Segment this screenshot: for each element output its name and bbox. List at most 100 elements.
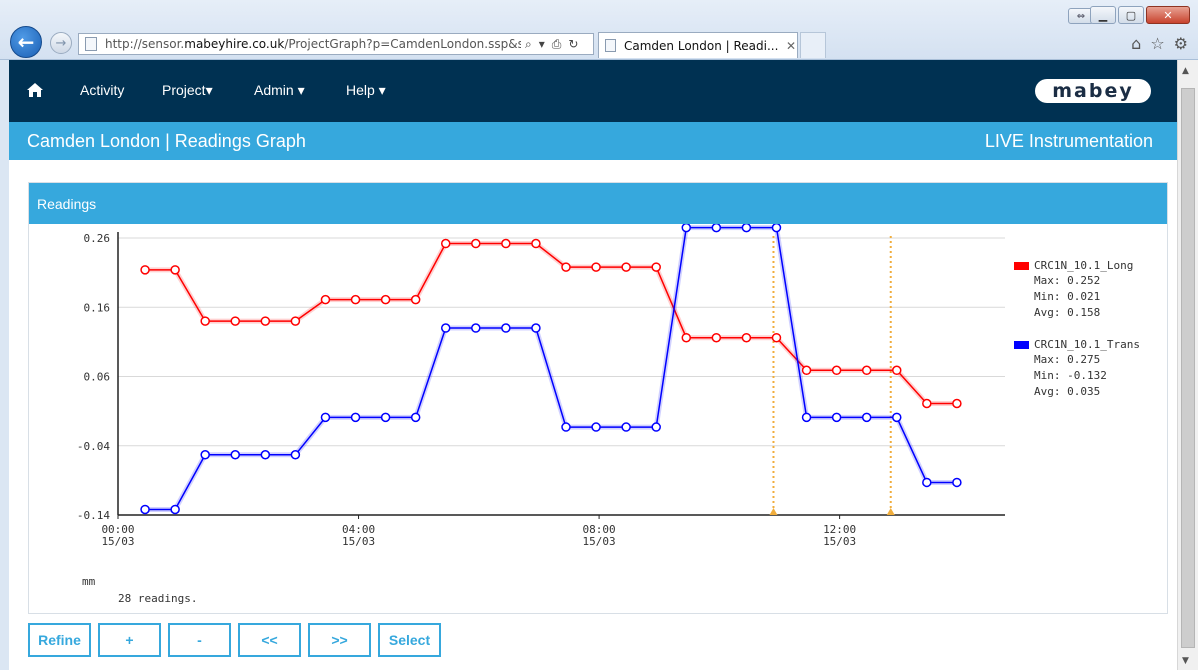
search-icon[interactable]: ⌕ xyxy=(525,36,532,51)
mabey-logo[interactable]: mabey xyxy=(1035,79,1151,103)
legend-swatch xyxy=(1014,261,1029,270)
y-tick-label: 0.16 xyxy=(84,301,111,314)
data-point xyxy=(140,504,150,515)
select-button[interactable]: Select xyxy=(378,623,441,657)
scroll-up-icon[interactable]: ▲ xyxy=(1182,66,1189,76)
data-point xyxy=(561,262,571,272)
data-point xyxy=(561,422,571,432)
previous-button[interactable]: << xyxy=(238,623,301,657)
graph-controls: Refine + - << >> Select xyxy=(28,623,441,657)
page-scrollbar[interactable]: ▲ ▼ xyxy=(1177,60,1198,670)
home-icon[interactable]: ⌂ xyxy=(1131,34,1142,53)
new-tab-button[interactable] xyxy=(800,32,826,58)
data-point xyxy=(260,316,271,326)
page-viewport: Activity Project▾ Admin ▾ Help ▾ mabey C… xyxy=(9,60,1177,670)
x-tick-label: 00:00 xyxy=(101,523,134,536)
data-point xyxy=(380,412,391,423)
data-point xyxy=(501,323,511,333)
data-point xyxy=(170,504,180,515)
readings-chart[interactable]: -0.14-0.040.060.160.2600:0015/0304:0015/… xyxy=(29,224,1167,614)
data-point xyxy=(621,422,631,432)
data-point xyxy=(320,412,331,423)
data-point xyxy=(771,332,782,343)
data-point xyxy=(861,365,872,376)
data-point xyxy=(230,316,241,326)
data-point xyxy=(200,316,210,326)
data-point xyxy=(531,238,541,249)
back-button[interactable]: ← xyxy=(10,26,42,58)
zoom-in-button[interactable]: + xyxy=(98,623,161,657)
y-tick-label: -0.14 xyxy=(77,509,110,522)
tab-title: Camden London | Readi... xyxy=(624,38,779,53)
dropdown-icon[interactable]: ▾ xyxy=(538,36,545,51)
legend-stat: Avg: 0.158 xyxy=(1034,306,1101,319)
data-point xyxy=(681,224,692,233)
favorites-icon[interactable]: ☆ xyxy=(1150,34,1165,53)
tools-icon[interactable]: ⚙ xyxy=(1173,34,1188,53)
page-title: Camden London | Readings Graph xyxy=(27,131,306,151)
data-point xyxy=(651,422,661,432)
data-point xyxy=(290,450,301,460)
refresh-icon[interactable]: ↻ xyxy=(568,36,579,51)
data-point xyxy=(140,265,150,275)
top-navbar: Activity Project▾ Admin ▾ Help ▾ mabey xyxy=(9,60,1177,122)
title-bar: Camden London | Readings Graph LIVE Inst… xyxy=(9,122,1177,160)
page-subtitle: LIVE Instrumentation xyxy=(984,131,1153,151)
refine-button[interactable]: Refine xyxy=(28,623,91,657)
nav-help[interactable]: Help ▾ xyxy=(346,82,386,98)
data-point xyxy=(892,412,902,423)
close-window-button[interactable]: ✕ xyxy=(1146,6,1190,24)
data-point xyxy=(440,323,451,333)
data-point xyxy=(922,398,932,409)
data-point xyxy=(440,238,451,249)
data-point xyxy=(320,294,331,305)
tab-close-icon[interactable]: ✕ xyxy=(786,38,797,53)
minimize-button[interactable]: ▁ xyxy=(1090,6,1116,24)
data-point xyxy=(290,316,301,326)
data-point xyxy=(380,294,391,305)
scroll-thumb[interactable] xyxy=(1181,88,1195,648)
data-point xyxy=(801,412,812,423)
zoom-out-button[interactable]: - xyxy=(168,623,231,657)
scroll-down-icon[interactable]: ▼ xyxy=(1182,656,1189,666)
panel-header: Readings xyxy=(29,183,1167,224)
legend-stat: Max: 0.252 xyxy=(1034,274,1101,287)
data-point xyxy=(952,477,962,488)
data-point xyxy=(350,412,361,423)
data-point xyxy=(922,477,932,488)
home-nav-icon[interactable] xyxy=(26,82,44,98)
legend-entry: CRC1N_10.1_Long Max: 0.252 Min: 0.021 Avg: … xyxy=(1014,258,1140,321)
address-bar[interactable]: http://sensor.mabeyhire.co.uk/ProjectGra… xyxy=(78,33,594,55)
window-controls: ▁ ▢ ✕ xyxy=(1090,6,1190,24)
browser-tab[interactable]: Camden London | Readi... ✕ xyxy=(598,32,798,58)
data-point xyxy=(170,265,180,275)
x-tick-sublabel: 15/03 xyxy=(342,535,375,548)
series-line-CRC1N_10.1_Long xyxy=(145,242,957,405)
data-point xyxy=(651,262,661,272)
next-button[interactable]: >> xyxy=(308,623,371,657)
y-tick-label: 0.06 xyxy=(84,371,111,384)
data-point xyxy=(831,365,842,376)
maximize-button[interactable]: ▢ xyxy=(1118,6,1144,24)
forward-button[interactable]: → xyxy=(50,32,72,54)
data-point xyxy=(892,365,902,376)
data-point xyxy=(471,323,481,333)
panel-title: Readings xyxy=(37,196,97,212)
nav-project[interactable]: Project▾ xyxy=(162,82,213,98)
nav-activity[interactable]: Activity xyxy=(80,82,125,98)
url-text[interactable]: http://sensor.mabeyhire.co.uk/ProjectGra… xyxy=(105,37,521,51)
nav-admin[interactable]: Admin ▾ xyxy=(254,82,305,98)
legend-stat: Min: 0.021 xyxy=(1034,290,1101,303)
y-unit-label: mm xyxy=(82,575,96,588)
x-tick-sublabel: 15/03 xyxy=(583,535,616,548)
legend-stat: Avg: 0.035 xyxy=(1034,385,1101,398)
data-point xyxy=(711,332,722,343)
compat-icon[interactable]: ⎙ xyxy=(551,36,562,51)
x-tick-label: 08:00 xyxy=(583,523,616,536)
data-point xyxy=(200,450,210,460)
legend-series-name: CRC1N_10.1_Trans xyxy=(1034,338,1140,351)
data-point xyxy=(410,294,421,305)
data-point xyxy=(350,294,361,305)
data-point xyxy=(771,224,782,233)
data-point xyxy=(681,332,692,343)
